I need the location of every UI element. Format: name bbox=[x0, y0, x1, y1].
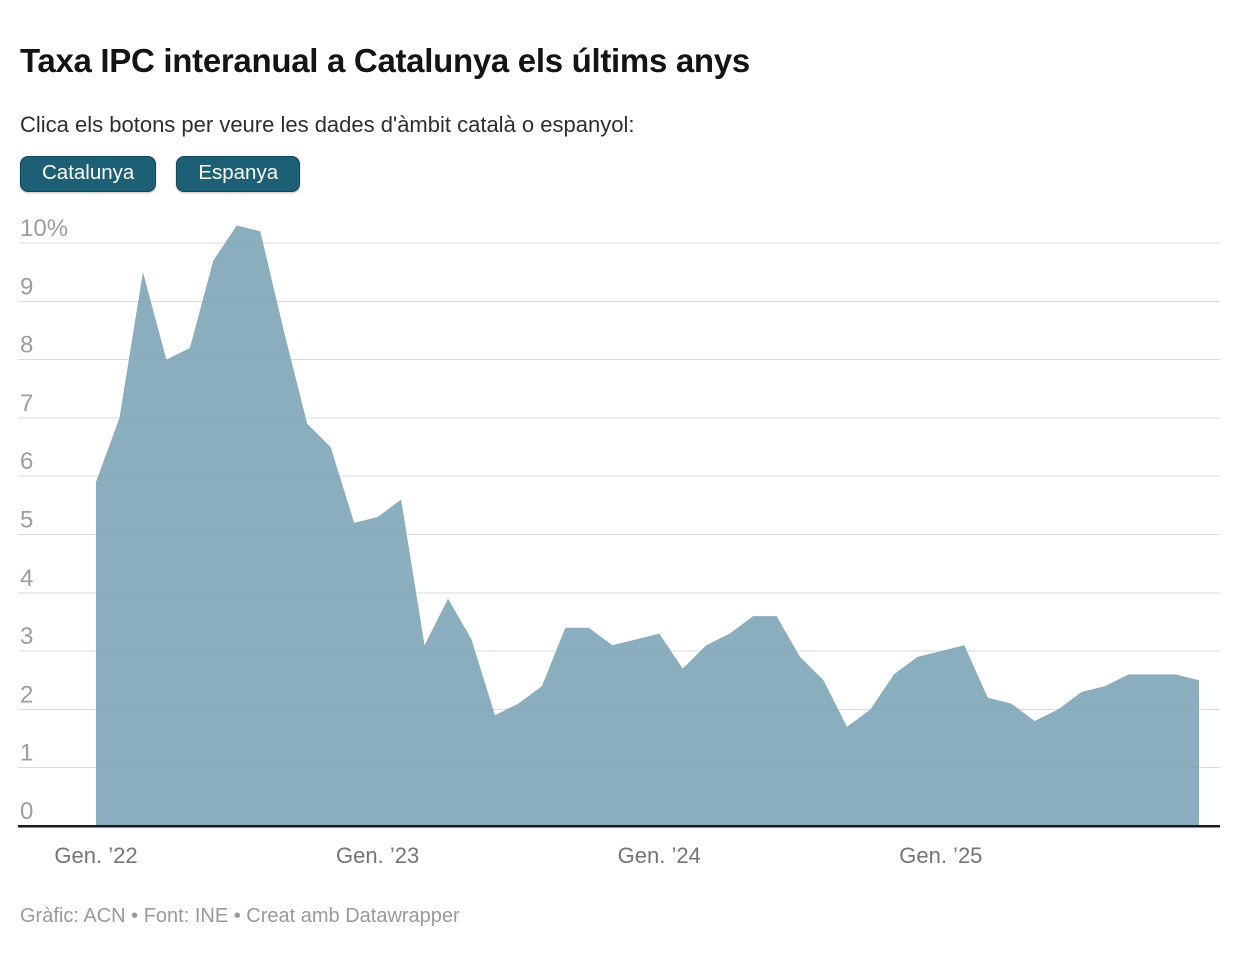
y-tick-label: 6 bbox=[20, 448, 33, 475]
y-tick-label: 4 bbox=[20, 565, 33, 592]
area-series-catalunya bbox=[96, 225, 1199, 826]
chart-credit: Gràfic: ACN • Font: INE • Creat amb Data… bbox=[20, 905, 460, 927]
y-tick-label: 1 bbox=[20, 740, 33, 767]
y-tick-label: 7 bbox=[20, 390, 33, 417]
scope-button-group: Catalunya Espanya bbox=[20, 156, 301, 192]
y-tick-label: 8 bbox=[20, 332, 33, 359]
espanya-button[interactable]: Espanya bbox=[176, 156, 301, 192]
y-tick-label: 5 bbox=[20, 507, 33, 534]
y-tick-label: 2 bbox=[20, 681, 33, 708]
y-tick-label: 0 bbox=[20, 798, 33, 825]
y-tick-label: 3 bbox=[20, 623, 33, 650]
page-title: Taxa IPC interanual a Catalunya els últi… bbox=[20, 42, 750, 80]
chart-subtitle: Clica els botons per veure les dades d'à… bbox=[20, 112, 635, 137]
catalunya-button[interactable]: Catalunya bbox=[20, 156, 157, 192]
x-tick-label: Gen. ’23 bbox=[336, 843, 419, 868]
y-tick-label: 9 bbox=[20, 273, 33, 300]
y-tick-label: 10% bbox=[20, 215, 68, 242]
x-tick-label: Gen. ’24 bbox=[618, 843, 701, 868]
x-tick-label: Gen. ’22 bbox=[54, 843, 137, 868]
x-tick-label: Gen. ’25 bbox=[899, 843, 982, 868]
